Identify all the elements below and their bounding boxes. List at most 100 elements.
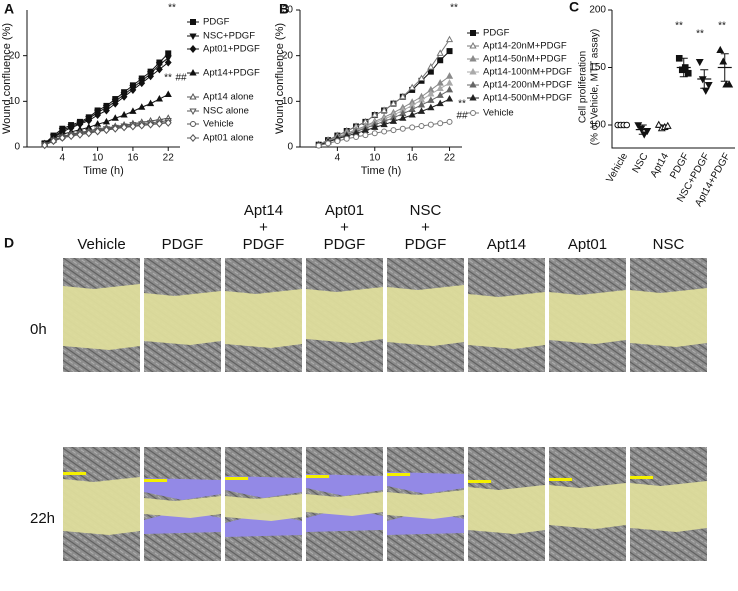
initial-edge <box>225 477 249 480</box>
legend-label: Apt14+PDGF <box>203 68 260 79</box>
annotation: ** <box>164 73 172 84</box>
marker <box>164 58 172 67</box>
migration-front <box>225 476 302 498</box>
annotation: ** <box>696 29 704 40</box>
marker <box>623 121 631 129</box>
y-tick-label: 30 <box>282 5 294 16</box>
y-tick-label: 10 <box>282 96 294 107</box>
marker <box>418 122 425 129</box>
legend-label: Apt14-20nM+PDGF <box>483 41 567 52</box>
legend-marker <box>469 67 477 75</box>
x-tick-label: 22 <box>444 153 456 164</box>
column-label: + <box>421 219 430 236</box>
initial-edge <box>549 478 573 481</box>
marker <box>155 119 163 128</box>
y-tick-label: 200 <box>589 5 606 16</box>
migration-front <box>387 472 464 494</box>
x-tick-label: 16 <box>407 153 419 164</box>
marker <box>437 57 444 64</box>
marker <box>164 90 172 97</box>
axis-line <box>611 10 735 149</box>
marker <box>436 99 444 107</box>
marker <box>719 57 728 65</box>
marker <box>165 50 172 57</box>
marker <box>164 55 172 62</box>
wound-area <box>63 284 140 350</box>
y-axis-label: Wound confluence (%) <box>1 23 13 134</box>
marker <box>138 121 146 130</box>
column-label: Apt01 <box>568 236 607 253</box>
column-label: Apt14 <box>244 202 283 219</box>
marker <box>120 123 128 132</box>
annotation: ** <box>168 3 176 14</box>
legend-marker <box>469 80 477 88</box>
marker <box>362 132 369 139</box>
marker <box>427 121 434 128</box>
legend-marker <box>470 110 476 116</box>
initial-edge <box>630 476 654 479</box>
x-tick-label: Vehicle <box>604 151 630 185</box>
marker <box>129 107 137 114</box>
panel-letter: A <box>4 1 14 17</box>
wound-area <box>549 483 626 529</box>
marker <box>129 122 137 131</box>
marker <box>103 106 110 115</box>
y-tick-label: 150 <box>589 62 606 73</box>
marker <box>50 137 57 146</box>
marker <box>111 114 119 121</box>
marker <box>417 107 426 114</box>
marker <box>437 120 444 127</box>
error-bar <box>720 53 729 82</box>
wound-area <box>144 496 221 518</box>
marker <box>417 100 426 108</box>
marker <box>147 72 154 81</box>
marker <box>155 62 163 69</box>
legend-label: Apt01 alone <box>203 133 254 144</box>
wound-area <box>468 485 545 534</box>
initial-edge <box>63 472 87 475</box>
marker <box>701 87 710 95</box>
legend-label: Apt14 alone <box>203 92 254 103</box>
legend-marker <box>190 121 196 127</box>
wound-area <box>144 291 221 345</box>
marker <box>120 110 128 118</box>
marker <box>436 49 444 56</box>
marker <box>427 63 435 70</box>
wound-area <box>387 490 464 519</box>
wound-area <box>306 287 383 343</box>
marker <box>371 110 379 118</box>
marker <box>684 69 692 77</box>
legend-label: Vehicle <box>203 119 234 130</box>
marker <box>716 45 725 53</box>
row-label: 22h <box>30 510 55 527</box>
x-tick-label: 16 <box>127 153 139 164</box>
marker <box>67 132 75 141</box>
marker <box>399 125 406 132</box>
marker <box>94 111 102 120</box>
marker <box>436 84 444 92</box>
marker <box>380 120 388 128</box>
marker <box>164 118 172 127</box>
marker <box>446 48 453 55</box>
y-tick-label: 0 <box>14 142 20 153</box>
annotation: ** <box>450 3 458 14</box>
wound-area <box>225 289 302 348</box>
wound-area <box>630 481 707 532</box>
marker <box>85 129 93 138</box>
column-label: PDGF <box>405 236 447 253</box>
marker <box>389 117 398 124</box>
legend-marker <box>189 44 197 54</box>
marker <box>389 99 398 107</box>
marker <box>654 120 663 128</box>
panel-letter: B <box>279 1 289 17</box>
marker <box>445 35 454 43</box>
column-label: + <box>340 219 349 236</box>
x-axis-label: Time (h) <box>83 165 124 177</box>
legend-label: PDGF <box>203 17 230 28</box>
marker <box>315 142 322 149</box>
legend-marker <box>469 41 477 49</box>
marker <box>138 79 146 88</box>
marker <box>640 131 649 139</box>
initial-edge <box>387 473 411 476</box>
